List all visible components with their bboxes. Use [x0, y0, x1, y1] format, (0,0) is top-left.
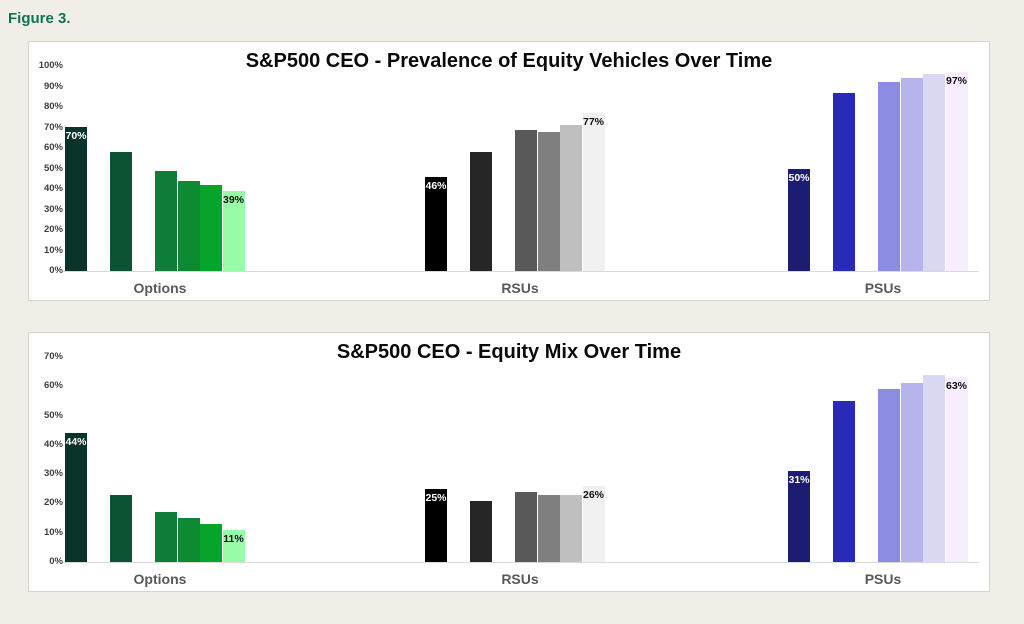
x-axis-category-label-rsus: RSUs	[501, 571, 539, 587]
bar-value-label: 63%	[945, 380, 967, 392]
bar-value-label: 44%	[65, 436, 87, 448]
bar-value-label: 70%	[65, 130, 87, 142]
bar-rsus-6	[582, 486, 605, 562]
bar-rsus-2	[470, 501, 492, 562]
y-tick-label: 10%	[43, 244, 63, 256]
y-tick-label: 30%	[43, 203, 63, 215]
bar-psus-6	[945, 377, 968, 562]
bar-value-label: 31%	[788, 474, 810, 486]
bar-options-2	[110, 152, 132, 271]
y-tick-label: 30%	[43, 468, 63, 480]
bar-value-label: 50%	[788, 172, 810, 184]
bar-options-3	[155, 171, 177, 271]
x-axis-line	[63, 271, 979, 272]
bar-rsus-6	[582, 113, 605, 271]
bar-rsus-1	[425, 177, 447, 271]
bar-psus-5	[923, 74, 945, 271]
x-axis-category-label-options: Options	[133, 280, 187, 296]
y-tick-label: 0%	[49, 265, 63, 276]
bar-options-3	[155, 512, 177, 562]
bar-rsus-4	[537, 495, 560, 562]
bar-value-label: 11%	[223, 533, 244, 545]
y-tick-label: 20%	[43, 224, 63, 235]
y-tick-label: 20%	[43, 497, 63, 509]
bar-rsus-3	[515, 492, 537, 562]
figure-label: Figure 3.	[8, 10, 71, 27]
bar-psus-2	[833, 401, 855, 562]
bar-rsus-4	[537, 132, 560, 271]
y-tick-label: 50%	[43, 409, 63, 421]
bar-options-6	[222, 191, 245, 271]
bar-value-label: 97%	[945, 75, 967, 87]
y-tick-label: 0%	[49, 556, 63, 567]
bar-options-1	[65, 127, 87, 271]
y-tick-label: 10%	[43, 526, 63, 538]
bar-psus-4	[900, 78, 923, 271]
bar-options-5	[200, 185, 222, 271]
bar-psus-3	[878, 389, 900, 562]
y-tick-label: 70%	[43, 121, 63, 133]
y-tick-label: 60%	[43, 142, 63, 153]
x-axis-category-label-psus: PSUs	[864, 571, 902, 587]
x-axis-category-label-rsus: RSUs	[501, 280, 539, 296]
bar-options-6	[222, 530, 245, 562]
y-tick-label: 40%	[43, 438, 63, 450]
chart-panel-equity-mix: S&P500 CEO - Equity Mix Over Time 0% 10% 2…	[28, 332, 990, 592]
bar-psus-6	[945, 72, 968, 271]
bar-value-label: 39%	[222, 194, 244, 206]
chart-panel-prevalence: S&P500 CEO - Prevalence of Equity Vehicl…	[28, 41, 990, 301]
y-tick-label: 90%	[43, 80, 63, 92]
plot-area-prevalence: 0% 10% 20% 30% 40% 50% 60% 70% 80% 90% 100% 70% 39% O…	[29, 42, 989, 300]
bar-psus-5	[923, 375, 945, 562]
bar-options-4	[177, 518, 200, 562]
bar-options-5	[200, 524, 222, 562]
chart-title-equity-mix: S&P500 CEO - Equity Mix Over Time	[336, 341, 682, 363]
bar-value-label: 25%	[425, 492, 447, 504]
plot-area-equity-mix: 0% 10% 20% 30% 40% 50% 60% 70% 44% 11% Options 25% 2…	[29, 333, 989, 591]
y-tick-label: 80%	[43, 101, 63, 112]
chart-title-prevalence: S&P500 CEO - Prevalence of Equity Vehicl…	[245, 50, 773, 72]
x-axis-line	[63, 562, 979, 563]
bar-psus-1	[788, 169, 810, 271]
bar-psus-1	[788, 471, 810, 562]
bar-rsus-5	[560, 125, 582, 271]
bar-options-2	[110, 495, 132, 562]
bar-value-label: 46%	[425, 180, 447, 192]
bar-psus-2	[833, 93, 855, 271]
y-tick-label: 50%	[43, 162, 63, 174]
bar-options-1	[65, 433, 87, 562]
x-axis-category-label-options: Options	[133, 571, 187, 587]
bar-value-label: 77%	[582, 116, 604, 128]
bar-psus-4	[900, 383, 923, 562]
bar-rsus-5	[560, 495, 582, 562]
y-tick-label: 100%	[38, 60, 63, 71]
bar-rsus-3	[515, 130, 537, 271]
y-tick-label: 40%	[43, 183, 63, 194]
y-tick-label: 70%	[43, 351, 63, 362]
bar-value-label: 26%	[582, 489, 604, 501]
bar-rsus-2	[470, 152, 492, 271]
x-axis-category-label-psus: PSUs	[864, 280, 902, 296]
bar-psus-3	[878, 82, 900, 271]
y-tick-label: 60%	[43, 380, 63, 392]
bar-rsus-1	[425, 489, 447, 562]
bar-options-4	[177, 181, 200, 271]
